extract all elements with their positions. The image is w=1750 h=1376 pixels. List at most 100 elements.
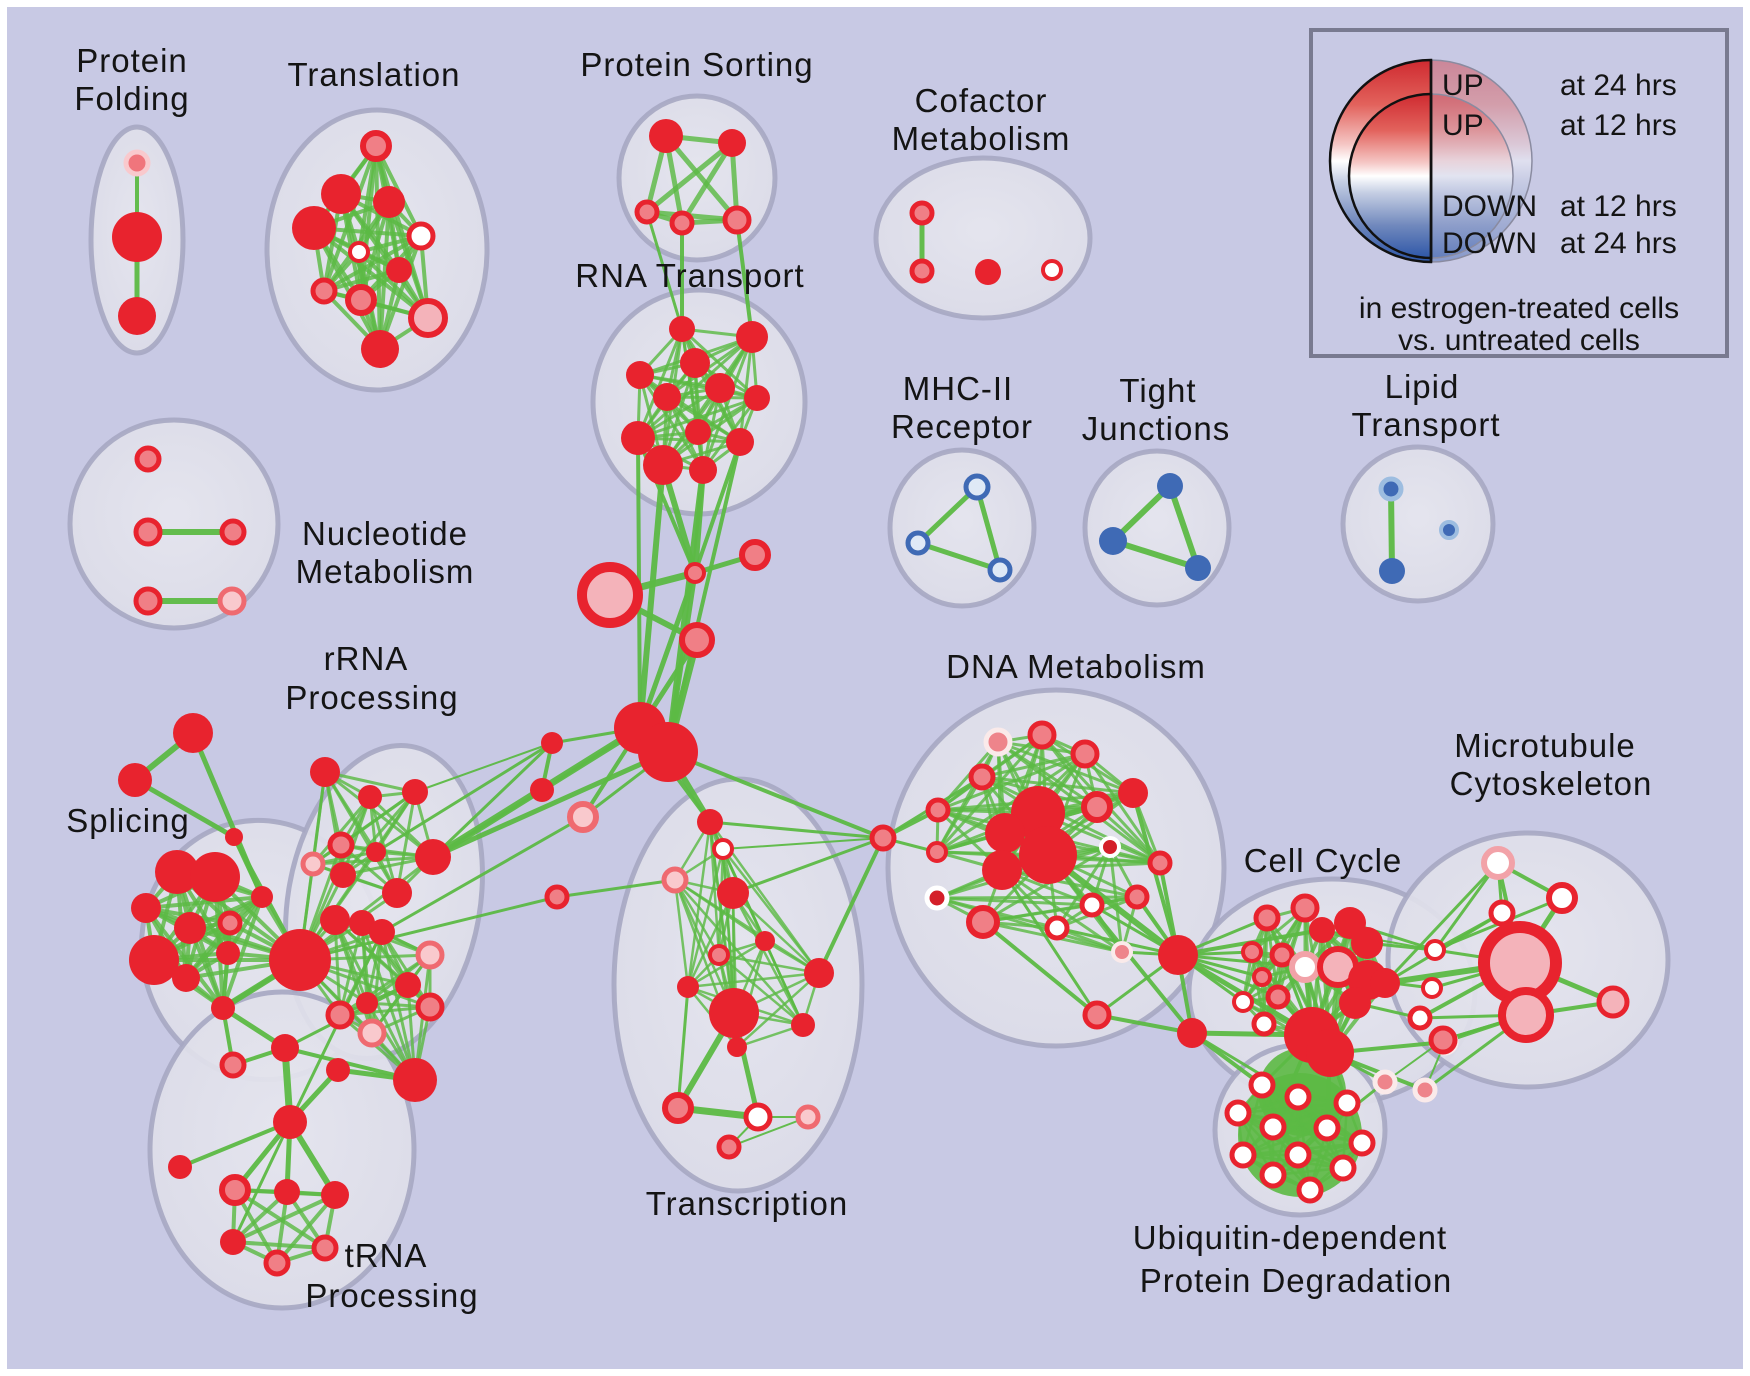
gene-node [1296, 1176, 1324, 1204]
gene-node [1379, 558, 1405, 584]
edge [298, 895, 559, 962]
gene-node [1309, 917, 1335, 943]
edge [231, 1240, 327, 1250]
edge [311, 795, 372, 866]
gene-node [408, 298, 448, 338]
edge [936, 752, 1087, 812]
gene-node [1407, 1005, 1433, 1031]
gene-node [1313, 1114, 1341, 1142]
gene-node [743, 1102, 773, 1132]
edge [974, 484, 1003, 573]
gene-node [669, 316, 695, 342]
gene-node [361, 330, 399, 368]
gene-node [220, 1229, 246, 1255]
edge [312, 226, 382, 351]
edge [374, 741, 554, 854]
gene-node [1248, 1071, 1276, 1099]
edge [673, 878, 690, 989]
gene-node [649, 119, 683, 153]
cluster-label-protein-folding: Protein [76, 42, 188, 79]
gene-node [311, 1234, 339, 1262]
gene-node [310, 757, 340, 787]
gene-node [1157, 473, 1183, 499]
gene-node [1439, 520, 1459, 540]
gene-node [1027, 720, 1057, 750]
edge [735, 218, 754, 339]
cluster-label-lipid-transport: Lipid [1385, 368, 1460, 405]
edge [311, 770, 327, 866]
gene-node [211, 996, 235, 1020]
gene-node [983, 727, 1013, 757]
gene-node [1348, 1129, 1376, 1157]
edge [323, 770, 435, 859]
gene-node [382, 878, 412, 908]
gene-node [251, 886, 273, 908]
gene-node [1251, 1011, 1277, 1037]
gene-node [415, 839, 451, 875]
edge [693, 440, 742, 575]
gene-node [1428, 1025, 1458, 1055]
edge [1241, 1101, 1349, 1157]
gene-node [386, 257, 412, 283]
gene-node [310, 277, 338, 305]
gene-node [1185, 555, 1211, 581]
cluster-label-tight-junctions: Tight [1119, 372, 1196, 409]
edge [915, 484, 980, 546]
gene-node [985, 813, 1025, 853]
edge [663, 133, 740, 223]
legend-direction-2: DOWN [1442, 190, 1537, 223]
gene-node [292, 206, 336, 250]
gene-node [134, 445, 162, 473]
gene-node [1596, 985, 1630, 1019]
gene-node [697, 809, 723, 835]
cluster-label-ubiquitin-degradation: Ubiquitin-dependent [1133, 1219, 1447, 1256]
gene-node [577, 562, 643, 628]
gene-node [1044, 915, 1070, 941]
gene-node [1241, 941, 1263, 963]
edge [701, 335, 754, 472]
gene-node [356, 992, 378, 1014]
gene-node [925, 797, 951, 823]
edge [980, 752, 1087, 779]
edge [555, 878, 677, 899]
gene-node [708, 944, 730, 966]
edge [673, 878, 721, 957]
gene-node [173, 713, 213, 753]
gene-node [273, 1105, 307, 1139]
edge [676, 985, 690, 1110]
gene-node [1546, 882, 1578, 914]
edge [1271, 1095, 1300, 1177]
gene-node [217, 910, 243, 936]
gene-node [300, 851, 326, 877]
gene-node [541, 732, 563, 754]
gene-node [909, 200, 935, 226]
edge [636, 327, 684, 440]
gene-node [131, 893, 161, 923]
gene-node [736, 321, 768, 353]
gene-node [274, 1179, 300, 1205]
edge [686, 820, 712, 989]
cluster-label-protein-folding: Folding [74, 80, 189, 117]
cluster-label-lipid-transport: Transport [1352, 406, 1501, 443]
gene-node [395, 972, 421, 998]
edge [763, 939, 805, 1027]
gene-node [216, 941, 240, 965]
edge [717, 953, 821, 975]
edge [981, 845, 1112, 924]
gene-node [406, 221, 436, 251]
edge [708, 820, 885, 840]
gene-node [1158, 935, 1198, 975]
edge [638, 373, 705, 472]
gene-node [1378, 476, 1404, 502]
cluster-label-cofactor-metabolism: Metabolism [892, 120, 1071, 157]
cluster-label-microtubule-cytoskeleton: Cytoskeleton [1450, 765, 1653, 802]
gene-node [321, 174, 361, 214]
legend-time-3: at 24 hrs [1560, 227, 1677, 260]
gene-node [1259, 1161, 1287, 1189]
gene-node [680, 348, 710, 378]
gene-node [926, 841, 948, 863]
gene-node [225, 828, 243, 846]
gene-node [360, 130, 392, 162]
gene-node [626, 361, 654, 389]
